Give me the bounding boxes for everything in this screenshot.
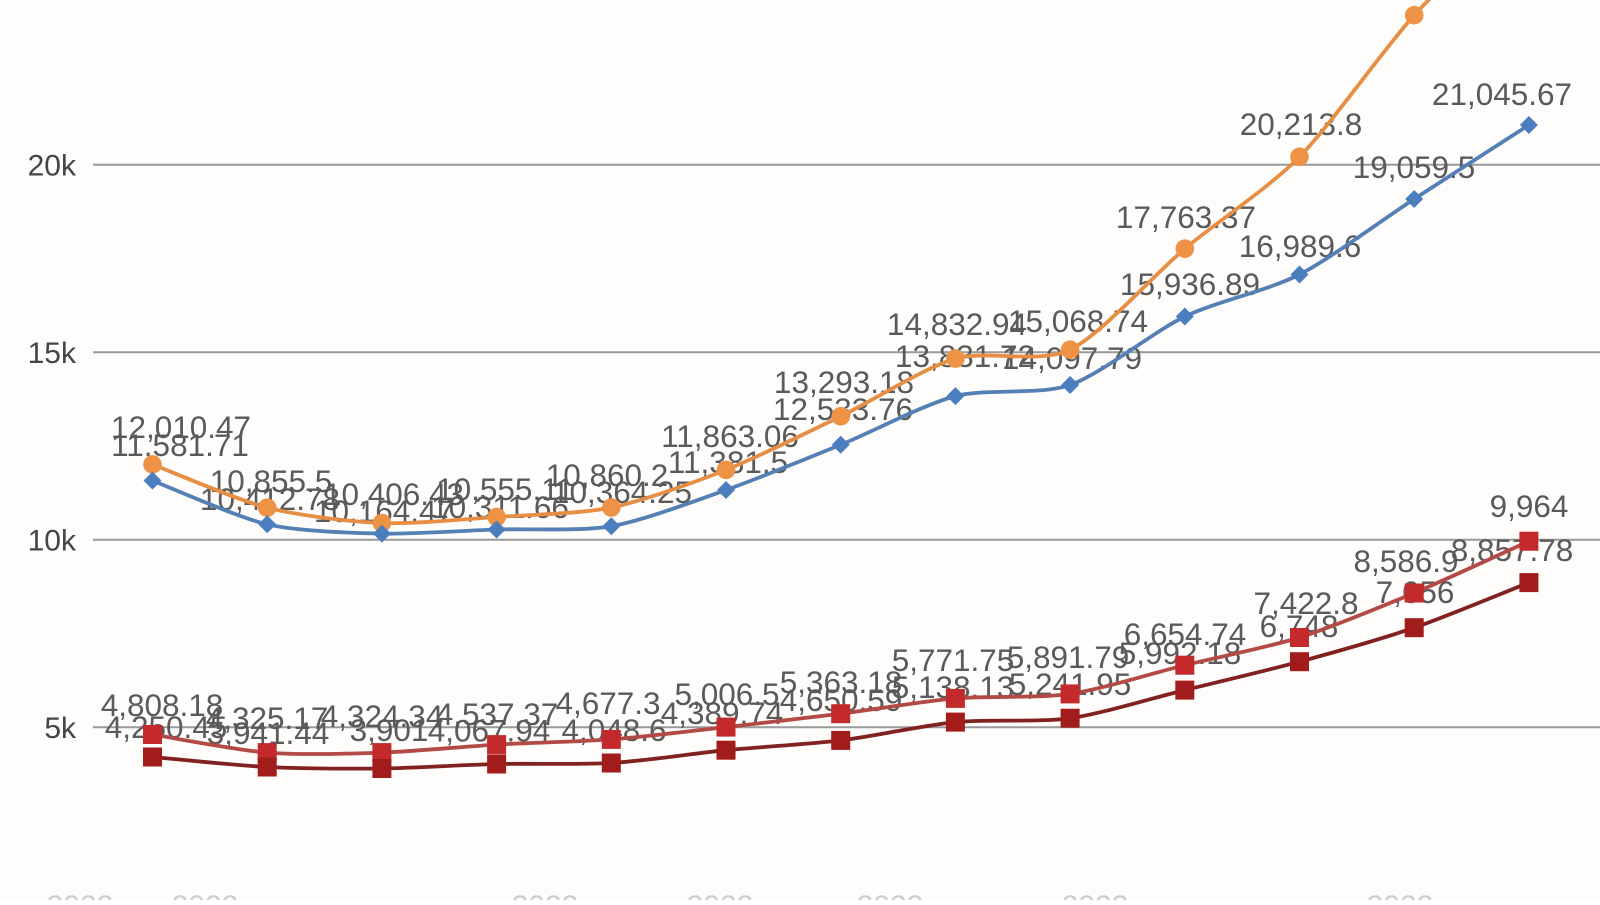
svg-text:11,581.71: 11,581.71 bbox=[111, 427, 249, 463]
svg-text:10,406.43: 10,406.43 bbox=[324, 476, 464, 512]
svg-text:4,324.34: 4,324.34 bbox=[321, 698, 444, 734]
svg-text:2022: 2022 bbox=[1367, 890, 1434, 900]
svg-text:20k: 20k bbox=[28, 149, 77, 182]
svg-text:5,363.18: 5,363.18 bbox=[780, 664, 903, 700]
svg-text:10k: 10k bbox=[28, 524, 77, 557]
svg-text:6,654.74: 6,654.74 bbox=[1124, 616, 1247, 652]
svg-text:5,771.75: 5,771.75 bbox=[892, 642, 1015, 678]
svg-text:5k: 5k bbox=[44, 712, 77, 745]
svg-text:21,045.67: 21,045.67 bbox=[1432, 76, 1572, 112]
svg-text:2022: 2022 bbox=[172, 890, 239, 900]
svg-text:16,989.6: 16,989.6 bbox=[1239, 228, 1362, 264]
svg-text:12,010.47: 12,010.47 bbox=[111, 409, 251, 445]
svg-text:2022: 2022 bbox=[512, 890, 579, 900]
svg-text:9,964: 9,964 bbox=[1490, 488, 1569, 524]
svg-text:5,891.79: 5,891.79 bbox=[1007, 639, 1130, 675]
svg-text:4,537.37: 4,537.37 bbox=[436, 696, 559, 732]
svg-text:14,832.94: 14,832.94 bbox=[887, 306, 1027, 342]
svg-text:20,213.8: 20,213.8 bbox=[1240, 106, 1363, 142]
svg-text:10,860.2: 10,860.2 bbox=[546, 457, 669, 493]
svg-text:2022: 2022 bbox=[687, 890, 754, 900]
svg-text:2022: 2022 bbox=[857, 890, 924, 900]
svg-text:4,250.45: 4,250.45 bbox=[105, 709, 228, 745]
svg-text:10,555.11: 10,555.11 bbox=[436, 471, 574, 507]
svg-text:4,808.18: 4,808.18 bbox=[101, 687, 224, 723]
svg-text:7,422.8: 7,422.8 bbox=[1253, 585, 1358, 621]
svg-text:3,901: 3,901 bbox=[350, 712, 429, 748]
svg-text:2022: 2022 bbox=[47, 890, 114, 900]
svg-text:4,677.3: 4,677.3 bbox=[555, 685, 660, 721]
svg-text:2022: 2022 bbox=[1062, 890, 1129, 900]
svg-text:19,059.5: 19,059.5 bbox=[1353, 149, 1476, 185]
svg-text:4,325.17: 4,325.17 bbox=[206, 700, 329, 736]
svg-text:13,293.18: 13,293.18 bbox=[774, 364, 914, 400]
svg-text:5,006.5: 5,006.5 bbox=[674, 676, 779, 712]
svg-text:15k: 15k bbox=[28, 337, 77, 370]
svg-text:8,586.9: 8,586.9 bbox=[1353, 543, 1458, 579]
svg-text:15,068.74: 15,068.74 bbox=[1008, 303, 1148, 339]
svg-text:17,763.37: 17,763.37 bbox=[1116, 199, 1256, 235]
svg-text:10,855.5: 10,855.5 bbox=[210, 463, 333, 499]
